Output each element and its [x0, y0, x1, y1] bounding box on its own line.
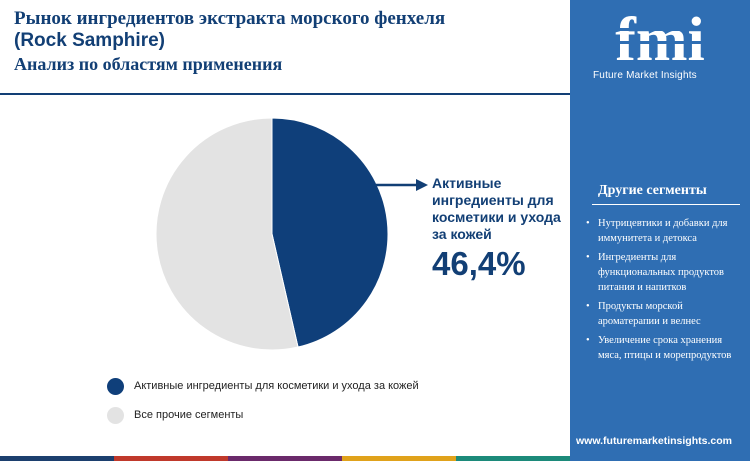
segment-item: • Ингредиенты для функциональных продукто… [586, 250, 742, 295]
segment-label: Увеличение срока хранения мяса, птицы и … [598, 335, 732, 361]
bottom-bar-segment [114, 456, 228, 461]
title-divider [0, 93, 570, 95]
bottom-bar-segment [342, 456, 456, 461]
page-title: Рынок ингредиентов экстракта морского фе… [14, 8, 446, 29]
bottom-bar-segment [228, 456, 342, 461]
bottom-color-bar [0, 456, 570, 461]
legend-swatch [107, 406, 124, 424]
segment-label: Продукты морской ароматерапии и велнес [598, 301, 701, 327]
legend-label: Все прочие сегменты [134, 409, 244, 421]
logo-letters: fmi [615, 8, 705, 68]
segments-title: Другие сегменты [598, 183, 707, 198]
legend: Активные ингредиенты для косметики и ухо… [107, 377, 419, 435]
segments-list: • Нутрицевтики и добавки для иммунитета и… [586, 216, 742, 367]
bottom-bar-segment [456, 456, 570, 461]
page-subtitle: Анализ по областям применения [14, 54, 283, 74]
pie-slice-1 [155, 117, 299, 351]
segment-item: • Нутрицевтики и добавки для иммунитета и… [586, 216, 742, 246]
bullet-icon: • [586, 218, 590, 229]
segment-item: • Продукты морской ароматерапии и велнес [586, 299, 742, 329]
bottom-bar-segment [0, 456, 114, 461]
legend-swatch [107, 377, 124, 395]
sidebar: fmi Future Market Insights Другие сегмен… [570, 0, 750, 461]
bullet-icon: • [586, 301, 590, 312]
logo-text: Future Market Insights [593, 70, 697, 81]
title-block: Рынок ингредиентов экстракта морского фе… [14, 8, 559, 75]
segment-label: Нутрицевтики и добавки для иммунитета и … [598, 218, 728, 244]
segments-divider [592, 204, 740, 205]
segment-label: Ингредиенты для функциональных продуктов… [598, 252, 724, 293]
segment-item: • Увеличение срока хранения мяса, птицы и… [586, 333, 742, 363]
pie-slice-0 [271, 117, 389, 348]
legend-item: Все прочие сегменты [107, 406, 419, 424]
bullet-icon: • [586, 252, 590, 263]
callout-value: 46,4% [432, 245, 526, 282]
legend-label: Активные ингредиенты для косметики и ухо… [134, 380, 419, 392]
callout-arrow [376, 179, 428, 191]
callout-label: Активные ингредиенты для косметики и ухо… [432, 175, 561, 242]
bullet-icon: • [586, 335, 590, 346]
pie-chart [155, 117, 428, 351]
callout: Активные ингредиенты для косметики и ухо… [432, 175, 572, 283]
website-link[interactable]: www.futuremarketinsights.com [576, 435, 732, 447]
legend-item: Активные ингредиенты для косметики и ухо… [107, 377, 419, 395]
page-title-line2: (Rock Samphire) [14, 30, 165, 51]
fmi-logo: fmi [599, 8, 721, 68]
